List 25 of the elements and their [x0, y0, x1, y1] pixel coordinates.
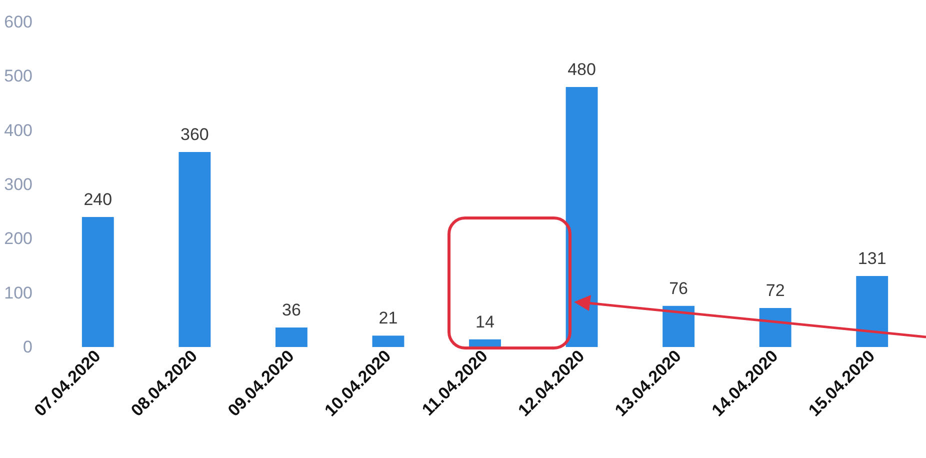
data-label: 480	[568, 60, 596, 79]
data-label: 21	[378, 308, 398, 328]
data-label: 131	[858, 249, 886, 268]
bar	[566, 87, 598, 347]
y-tick-label: 0	[23, 338, 32, 356]
data-label: 76	[669, 278, 688, 298]
bar	[469, 339, 501, 347]
data-label: 360	[180, 125, 209, 144]
bar	[372, 336, 404, 347]
data-label: 72	[766, 281, 785, 300]
data-label: 240	[84, 190, 112, 209]
bar	[82, 217, 114, 347]
y-tick-label: 500	[4, 66, 32, 86]
bar	[856, 276, 888, 347]
y-tick-label: 200	[4, 229, 32, 248]
y-tick-label: 300	[4, 175, 32, 194]
bar	[662, 306, 695, 347]
data-label: 36	[282, 300, 301, 320]
y-tick-label: 400	[4, 120, 32, 140]
data-label: 14	[476, 312, 494, 332]
bar	[178, 152, 211, 347]
y-tick-label: 100	[4, 283, 32, 302]
y-tick-label: 600	[4, 12, 32, 32]
bar	[275, 328, 308, 347]
bar	[759, 308, 792, 347]
